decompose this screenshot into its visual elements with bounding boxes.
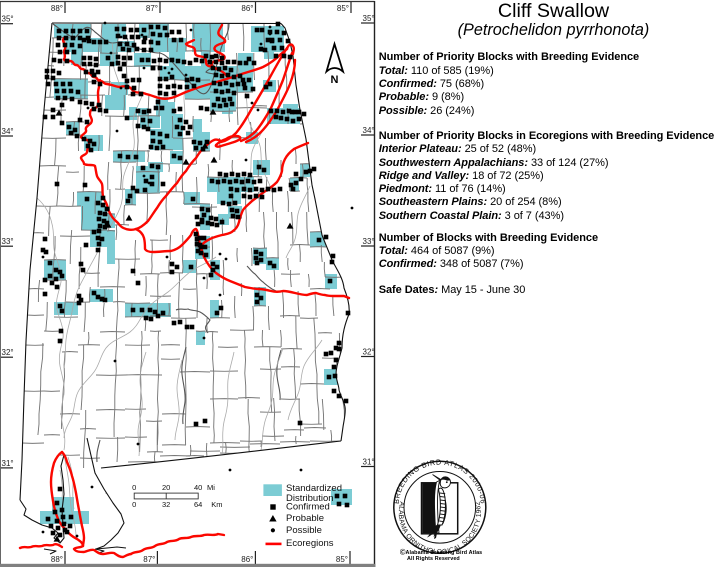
svg-text:85°: 85° [337, 4, 349, 13]
svg-text:31°: 31° [2, 459, 14, 468]
svg-text:Standardized: Standardized [286, 483, 342, 494]
svg-text:Ecoregions: Ecoregions [286, 538, 334, 549]
svg-text:33°: 33° [2, 237, 14, 246]
svg-text:87°: 87° [146, 4, 158, 13]
svg-text:N: N [331, 74, 339, 86]
svg-text:Confirmed: Confirmed [286, 501, 330, 512]
svg-text:86°: 86° [241, 4, 253, 13]
svg-text:0: 0 [132, 483, 136, 492]
svg-text:88°: 88° [51, 555, 63, 564]
svg-text:31°: 31° [363, 458, 375, 467]
svg-text:88°: 88° [51, 4, 63, 13]
svg-text:20: 20 [162, 483, 170, 492]
svg-text:0: 0 [132, 500, 136, 509]
svg-text:Probable: Probable [286, 513, 324, 524]
svg-text:35°: 35° [363, 14, 375, 23]
svg-text:87°: 87° [143, 555, 155, 564]
svg-text:40: 40 [194, 483, 202, 492]
svg-text:Possible: Possible [286, 525, 322, 536]
svg-text:86°: 86° [241, 555, 253, 564]
svg-text:32°: 32° [2, 348, 14, 357]
svg-text:32°: 32° [363, 348, 375, 357]
svg-text:Distribution: Distribution [286, 493, 334, 504]
svg-text:34°: 34° [2, 127, 14, 136]
svg-text:32: 32 [162, 500, 170, 509]
svg-text:Km: Km [211, 500, 222, 509]
svg-text:85°: 85° [336, 555, 348, 564]
svg-text:64: 64 [194, 500, 202, 509]
svg-text:33°: 33° [363, 237, 375, 246]
svg-text:35°: 35° [2, 15, 14, 24]
svg-text:34°: 34° [363, 126, 375, 135]
svg-text:Mi: Mi [207, 483, 215, 492]
